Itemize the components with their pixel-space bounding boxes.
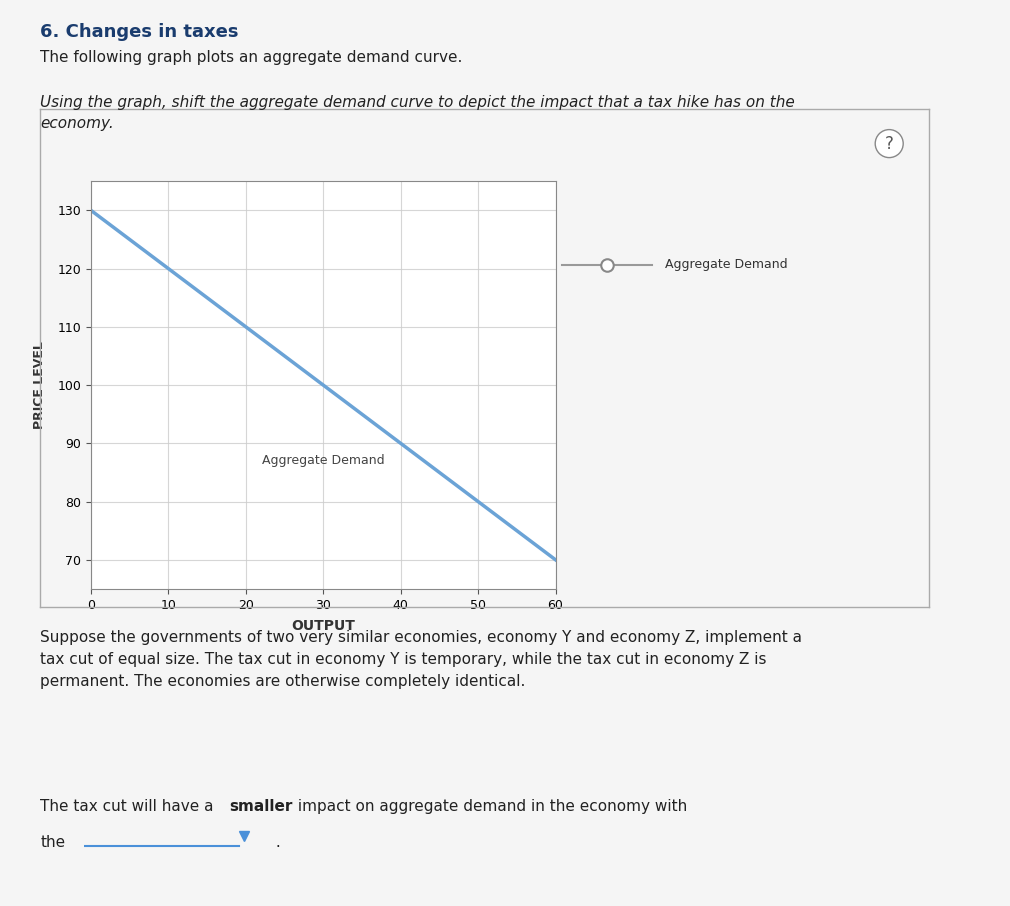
Text: ?: ? — [885, 135, 894, 152]
Text: The following graph plots an aggregate demand curve.: The following graph plots an aggregate d… — [40, 50, 463, 65]
Y-axis label: PRICE LEVEL: PRICE LEVEL — [33, 342, 46, 429]
Text: Suppose the governments of two very similar economies, economy Y and economy Z, : Suppose the governments of two very simi… — [40, 630, 802, 689]
Text: Using the graph, shift the aggregate demand curve to depict the impact that a ta: Using the graph, shift the aggregate dem… — [40, 95, 795, 131]
Text: smaller: smaller — [229, 799, 293, 814]
Text: the: the — [40, 835, 66, 851]
Text: .: . — [271, 835, 281, 851]
Text: Aggregate Demand: Aggregate Demand — [665, 258, 787, 271]
Text: The tax cut will have a: The tax cut will have a — [40, 799, 219, 814]
Text: impact on aggregate demand in the economy with: impact on aggregate demand in the econom… — [293, 799, 687, 814]
X-axis label: OUTPUT: OUTPUT — [291, 619, 356, 632]
Text: 6. Changes in taxes: 6. Changes in taxes — [40, 23, 239, 41]
Text: Aggregate Demand: Aggregate Demand — [262, 454, 385, 467]
